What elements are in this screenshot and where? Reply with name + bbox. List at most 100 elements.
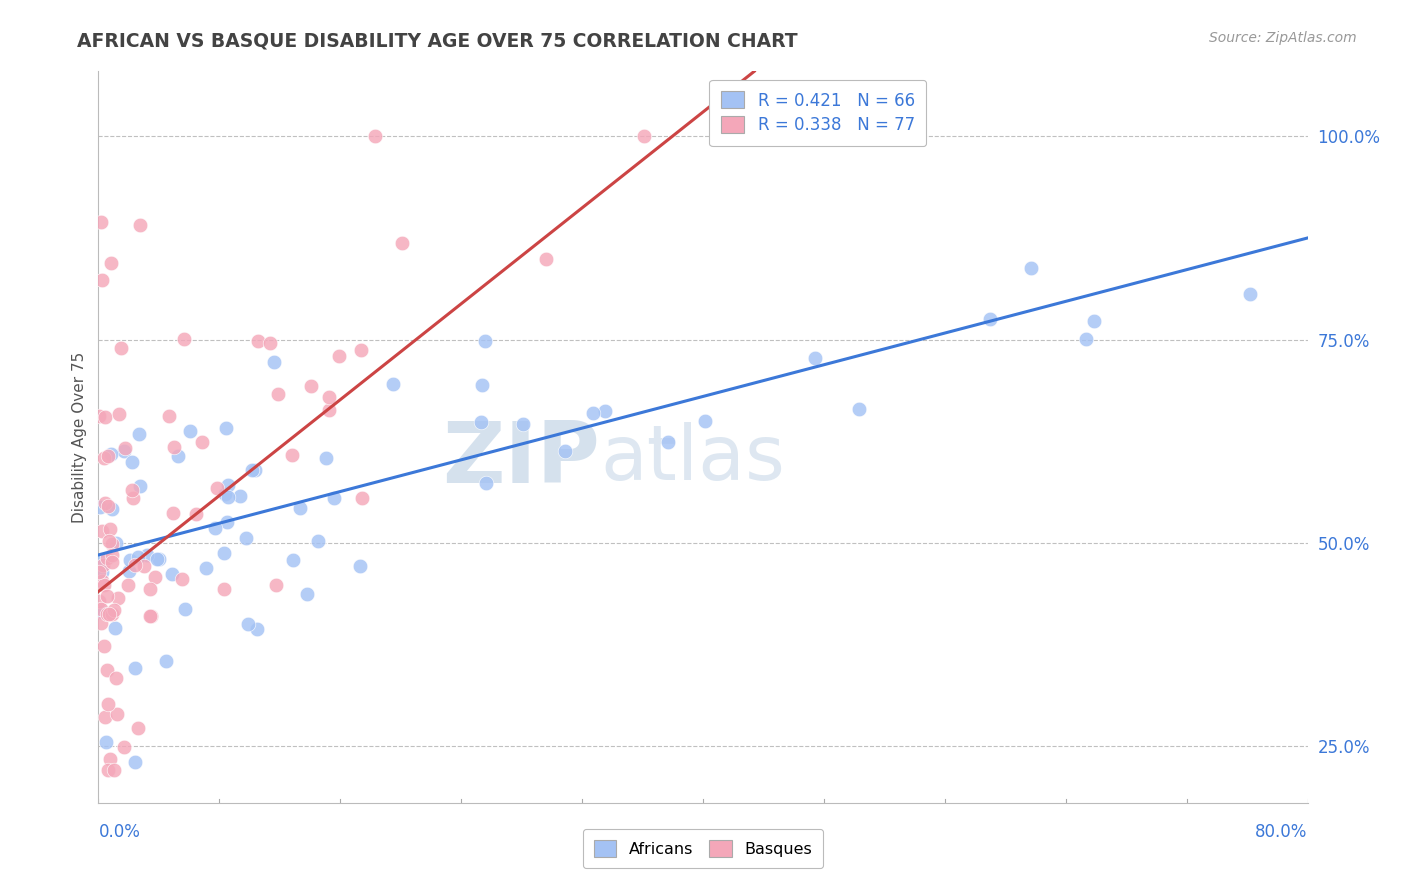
Point	[127, 721, 149, 735]
Point	[173, 602, 195, 616]
Point	[100, 447, 122, 461]
Point	[593, 404, 616, 418]
Point	[124, 558, 146, 572]
Point	[114, 442, 136, 456]
Point	[98, 607, 121, 621]
Point	[1083, 313, 1105, 327]
Point	[143, 569, 166, 583]
Point	[848, 402, 870, 417]
Point	[290, 501, 312, 516]
Point	[89, 409, 111, 423]
Point	[93, 640, 115, 654]
Point	[349, 559, 371, 574]
Text: ZIP: ZIP	[443, 417, 600, 500]
Point	[97, 764, 120, 778]
Point	[139, 609, 162, 624]
Point	[1074, 332, 1097, 346]
Point	[215, 515, 238, 529]
Legend: Africans, Basques: Africans, Basques	[582, 829, 824, 868]
Point	[554, 443, 576, 458]
Point	[471, 378, 494, 392]
Point	[132, 558, 155, 573]
Point	[138, 582, 160, 596]
Point	[212, 582, 235, 596]
Point	[97, 697, 120, 711]
Point	[120, 553, 142, 567]
Point	[173, 332, 195, 346]
Point	[108, 407, 131, 421]
Point	[117, 578, 139, 592]
Point	[112, 740, 135, 755]
Point	[104, 621, 127, 635]
Point	[148, 551, 170, 566]
Point	[129, 218, 152, 232]
Point	[318, 390, 340, 404]
Point	[1019, 260, 1042, 275]
Point	[322, 491, 344, 505]
Point	[110, 341, 132, 355]
Point	[105, 671, 128, 685]
Point	[101, 555, 124, 569]
Point	[318, 403, 340, 417]
Point	[91, 605, 114, 619]
Point	[214, 487, 236, 501]
Point	[124, 661, 146, 675]
Point	[90, 524, 112, 539]
Point	[195, 561, 218, 575]
Point	[121, 483, 143, 497]
Point	[352, 491, 374, 506]
Point	[100, 255, 122, 269]
Point	[112, 443, 135, 458]
Point	[100, 607, 122, 622]
Point	[299, 379, 322, 393]
Point	[94, 710, 117, 724]
Point	[240, 463, 263, 477]
Point	[633, 129, 655, 144]
Point	[179, 425, 201, 439]
Point	[101, 501, 124, 516]
Point	[236, 617, 259, 632]
Point	[96, 589, 118, 603]
Point	[475, 475, 498, 490]
Point	[96, 663, 118, 677]
Point	[350, 343, 373, 358]
Point	[190, 435, 212, 450]
Point	[243, 463, 266, 477]
Text: 0.0%: 0.0%	[98, 823, 141, 841]
Point	[96, 551, 118, 566]
Point	[235, 531, 257, 545]
Point	[512, 417, 534, 431]
Point	[101, 536, 124, 550]
Point	[146, 552, 169, 566]
Point	[90, 215, 112, 229]
Point	[91, 273, 114, 287]
Point	[91, 574, 114, 588]
Point	[127, 550, 149, 565]
Point	[162, 506, 184, 520]
Point	[582, 406, 605, 420]
Point	[804, 351, 827, 365]
Point	[97, 449, 120, 463]
Point	[155, 654, 177, 668]
Point	[259, 336, 281, 351]
Point	[163, 440, 186, 454]
Point	[474, 334, 496, 349]
Point	[693, 413, 716, 427]
Point	[118, 564, 141, 578]
Point	[295, 587, 318, 601]
Point	[263, 355, 285, 369]
Point	[93, 577, 115, 591]
Point	[382, 377, 405, 392]
Point	[266, 578, 288, 592]
Point	[103, 602, 125, 616]
Point	[97, 499, 120, 513]
Point	[212, 545, 235, 559]
Point	[105, 536, 128, 550]
Point	[96, 607, 118, 621]
Point	[267, 386, 290, 401]
Point	[107, 591, 129, 605]
Point	[105, 706, 128, 721]
Text: Source: ZipAtlas.com: Source: ZipAtlas.com	[1209, 31, 1357, 45]
Point	[247, 334, 270, 348]
Point	[89, 565, 111, 579]
